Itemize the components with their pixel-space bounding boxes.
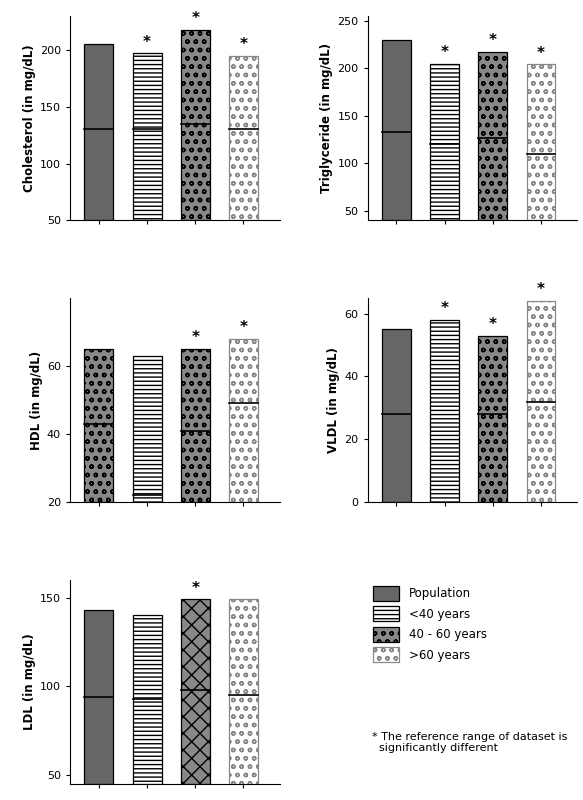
Y-axis label: LDL (in mg/dL): LDL (in mg/dL) [23, 634, 36, 730]
Bar [229, 599, 258, 784]
Text: * The reference range of dataset is
  significantly different: * The reference range of dataset is sign… [372, 732, 567, 754]
Bar [430, 63, 459, 220]
Text: *: * [240, 37, 247, 52]
Text: *: * [143, 34, 151, 50]
Y-axis label: VLDL (in mg/dL): VLDL (in mg/dL) [327, 347, 340, 453]
Bar [430, 320, 459, 502]
Y-axis label: HDL (in mg/dL): HDL (in mg/dL) [30, 350, 43, 450]
Bar [85, 44, 113, 220]
Bar [132, 615, 161, 784]
Bar [132, 54, 161, 220]
Bar [526, 301, 556, 502]
Bar [229, 56, 258, 220]
Bar [181, 599, 210, 784]
Bar [229, 338, 258, 502]
Text: *: * [489, 317, 497, 332]
Text: *: * [191, 11, 199, 26]
Text: *: * [240, 320, 247, 335]
Bar [181, 349, 210, 502]
Text: *: * [489, 34, 497, 49]
Bar [479, 335, 507, 502]
Text: *: * [191, 330, 199, 346]
Bar [85, 349, 113, 502]
Legend: Population, <40 years, 40 - 60 years, >60 years: Population, <40 years, 40 - 60 years, >6… [374, 586, 487, 662]
Y-axis label: Cholesterol (in mg/dL): Cholesterol (in mg/dL) [23, 44, 36, 192]
Text: *: * [537, 282, 545, 298]
Bar [181, 30, 210, 220]
Bar [382, 40, 411, 220]
Bar [526, 65, 556, 220]
Y-axis label: Triglyceride (in mg/dL): Triglyceride (in mg/dL) [320, 43, 333, 193]
Text: *: * [441, 45, 449, 60]
Text: *: * [191, 581, 199, 596]
Bar [479, 52, 507, 220]
Bar [382, 330, 411, 502]
Text: *: * [441, 301, 449, 316]
Bar [85, 610, 113, 784]
Bar [132, 356, 161, 502]
Text: *: * [537, 46, 545, 61]
